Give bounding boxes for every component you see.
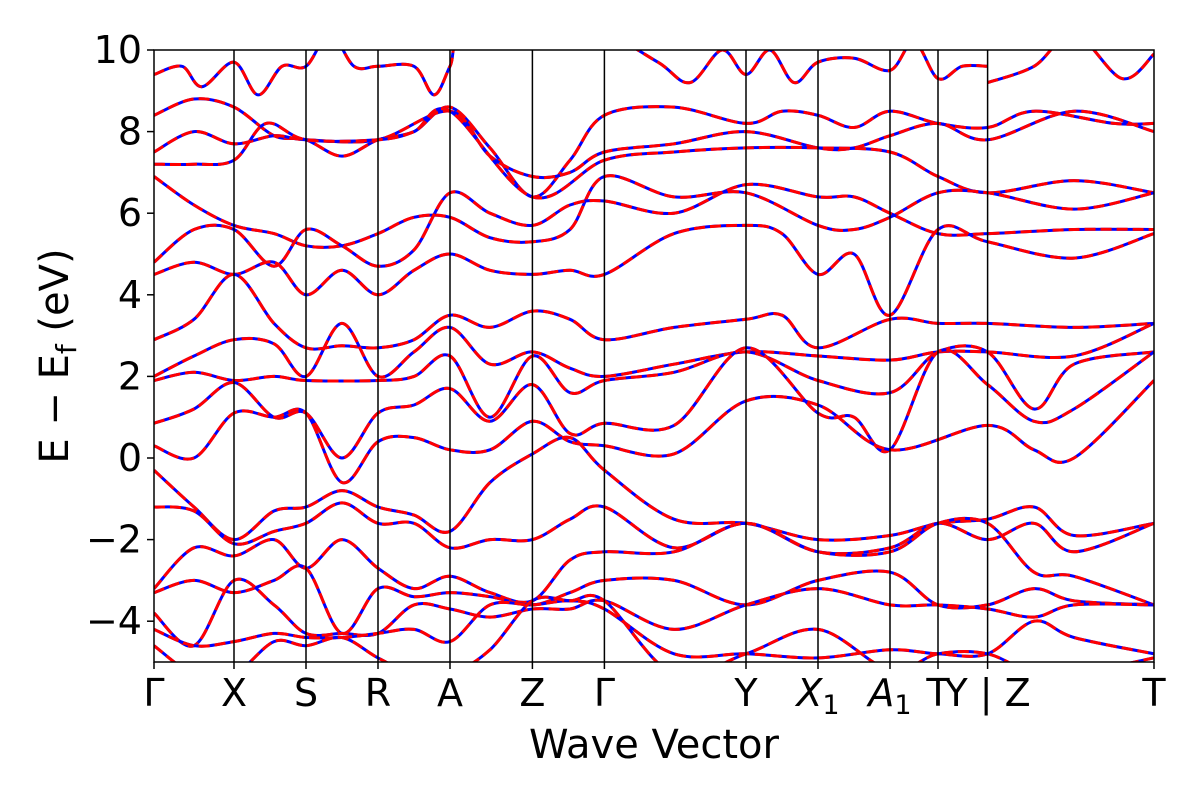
band-8-red-dashed-line [154,344,1154,419]
band-7-red-dashed-line [154,321,1154,379]
band-13-blue-line [154,516,1154,607]
y-tick-label: 8 [118,110,142,154]
band-6-blue-line [154,272,1154,351]
y-tick-label: −4 [86,599,142,643]
band-0-blue-line [154,97,1154,199]
x-tick-label: T [925,671,950,715]
y-tick-label: 6 [118,191,142,235]
x-tick-label: T [1141,671,1166,715]
band-15-red-dashed-line [154,577,1154,648]
x-tick-label: Γ [143,671,164,715]
y-tick-label: 4 [118,273,142,317]
band-2-red-dashed-line [154,107,1154,200]
y-axis-ticks: −4 −2 0 2 4 6 8 10 [86,28,154,643]
band-9-blue-line [154,346,1154,460]
y-axis-label: E − Ef (eV) [32,248,83,463]
x-tick-label: Γ [594,671,615,715]
band-5-blue-line [154,223,1154,317]
x-tick-label: Y | Z [943,671,1030,716]
band-12-red-dashed-line [154,501,1154,556]
band-12-blue-line [154,501,1154,556]
band-6-red-dashed-line [154,272,1154,351]
y-tick-label: 10 [94,28,142,72]
band-10-red-dashed-line [154,379,1154,485]
x-tick-label: X [221,671,247,715]
band-lines [154,50,1154,662]
high-symmetry-lines [233,50,989,662]
band-4-red-dashed-line [154,182,1154,268]
band-13-red-dashed-line [154,516,1154,607]
band-3-red-dashed-line [154,174,1154,249]
band-0-red-dashed-line [154,97,1154,199]
band-18-blue-line [154,50,988,97]
y-tick-label: 2 [118,354,142,398]
y-tick-label: 0 [118,436,142,480]
x-tick-label: Y [733,671,758,715]
band-16-blue-line [154,599,1154,660]
plot-frame [153,49,1155,663]
x-tick-label: S [294,671,318,715]
x-axis-label: Wave Vector [529,722,780,768]
x-tick-label: A [437,671,463,715]
band-17-red-dashed-line [154,593,1154,662]
x-tick-label: R [365,671,391,715]
band-16-red-dashed-line [154,599,1154,660]
band-11-red-dashed-line [154,435,1154,542]
x-tick-label: X1 [794,671,839,721]
y-tick-label: −2 [86,518,142,562]
band-9-red-dashed-line [154,346,1154,460]
band-18-red-dashed-line [154,50,988,97]
band-5-red-dashed-line [154,223,1154,317]
x-tick-label: Z [519,671,545,715]
x-tick-label: A1 [865,671,911,721]
band-19-red-dashed-line [987,50,1154,85]
